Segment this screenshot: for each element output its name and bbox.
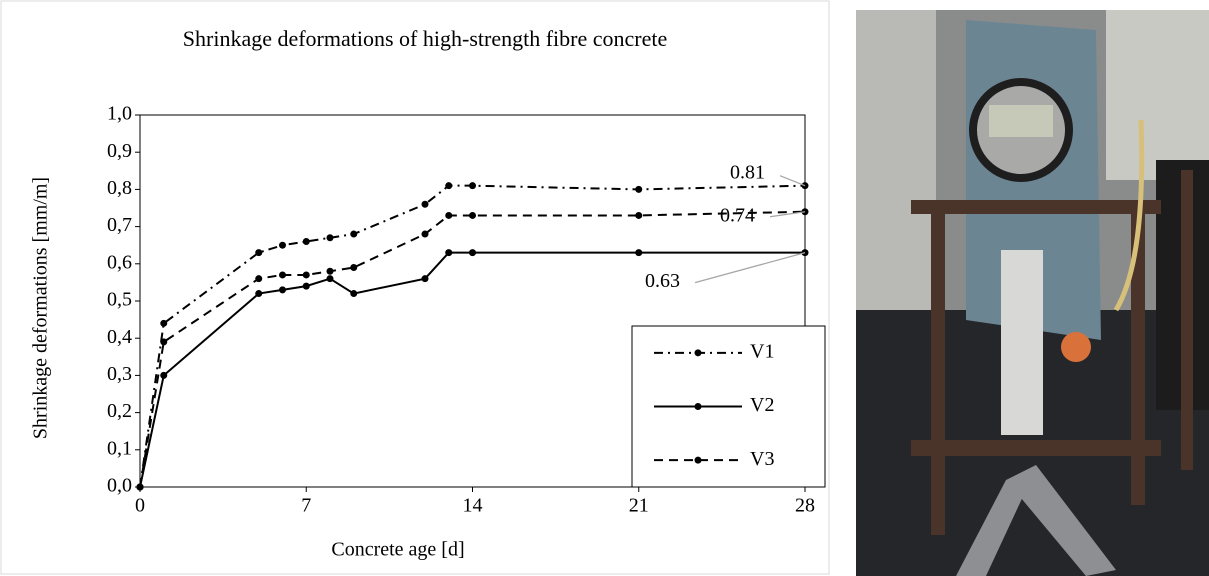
- y-tick-label: 0,1: [107, 437, 132, 459]
- data-point: [255, 290, 263, 298]
- legend-marker: [694, 349, 702, 357]
- y-tick-label: 0,3: [107, 363, 132, 385]
- label-leader: [769, 211, 806, 218]
- data-point: [279, 286, 286, 294]
- y-tick-label: 0,8: [107, 177, 132, 199]
- data-point: [326, 267, 334, 275]
- x-tick-label: 14: [463, 495, 483, 517]
- series-line: [139, 251, 805, 488]
- data-point: [445, 211, 453, 219]
- legend-label: V3: [750, 448, 774, 470]
- y-tick-label: 1,0: [107, 103, 132, 125]
- x-tick-label: 21: [629, 495, 649, 517]
- data-point: [302, 271, 310, 279]
- data-point: [445, 249, 453, 257]
- x-tick-label: 28: [795, 495, 815, 517]
- data-label: 0.81: [730, 161, 765, 183]
- data-point: [279, 271, 286, 279]
- y-tick-label: 0,4: [107, 326, 132, 348]
- legend-label: V2: [750, 394, 774, 416]
- y-tick-label: 0,2: [107, 400, 132, 422]
- label-leader: [694, 252, 806, 284]
- legend-marker: [694, 456, 702, 464]
- data-point: [302, 282, 310, 290]
- data-point: [326, 234, 334, 242]
- data-point: [469, 182, 476, 190]
- x-axis-label: Concrete age [d]: [331, 539, 464, 561]
- data-point: [302, 237, 310, 245]
- data-point: [326, 275, 334, 283]
- data-point: [469, 249, 476, 257]
- data-point: [160, 319, 168, 327]
- y-tick-label: 0,9: [107, 140, 132, 162]
- data-point: [160, 371, 168, 379]
- data-point: [469, 211, 476, 219]
- y-tick-label: 0,5: [107, 289, 132, 311]
- series-line: [139, 184, 806, 488]
- chart: Concrete age [d] Shrinkage deformations …: [0, 0, 830, 575]
- y-tick-label: 0,0: [107, 475, 132, 497]
- data-point: [421, 200, 429, 208]
- data-point: [350, 264, 358, 272]
- chart-title: Shrinkage deformations of high-strength …: [182, 26, 668, 51]
- legend-marker: [694, 403, 702, 410]
- data-point: [635, 211, 643, 219]
- data-point: [136, 483, 144, 491]
- photo: [856, 10, 1209, 576]
- data-point: [279, 241, 286, 249]
- data-point: [445, 182, 453, 190]
- data-point: [421, 230, 429, 238]
- x-tick-label: 7: [301, 495, 311, 517]
- y-tick-label: 0,7: [107, 214, 132, 236]
- data-point: [160, 338, 168, 346]
- data-point: [350, 230, 358, 238]
- data-point: [635, 249, 643, 257]
- label-leader: [779, 175, 806, 187]
- y-axis-label: Shrinkage deformations [mm/m]: [30, 177, 52, 439]
- data-point: [635, 185, 643, 193]
- data-point: [255, 249, 263, 257]
- data-point: [350, 290, 358, 298]
- series-line: [139, 210, 806, 488]
- legend-label: V1: [750, 340, 774, 362]
- x-tick-label: 0: [135, 495, 145, 517]
- data-point: [421, 275, 429, 283]
- data-point: [255, 275, 263, 283]
- data-label: 0.63: [645, 270, 680, 292]
- data-label: 0.74: [720, 204, 755, 226]
- y-tick-label: 0,6: [107, 251, 132, 273]
